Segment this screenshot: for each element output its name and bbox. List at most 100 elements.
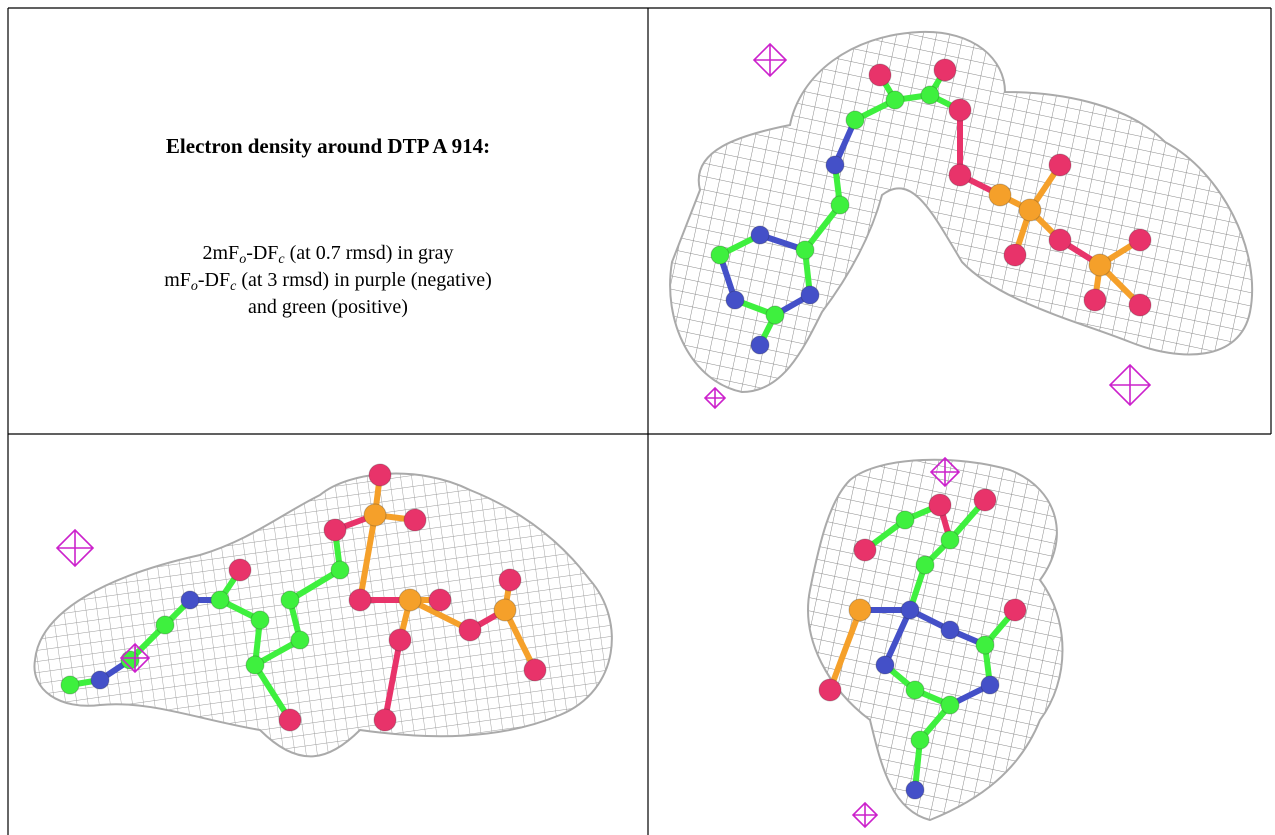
atom: [948, 98, 972, 122]
atom: [845, 110, 865, 130]
atom: [710, 245, 730, 265]
atom: [940, 530, 960, 550]
atom: [1003, 598, 1027, 622]
atom: [915, 555, 935, 575]
subscript: c: [230, 279, 237, 294]
desc-line: 2mFo-DFc (at 0.7 rmsd) in gray: [10, 240, 646, 267]
atom: [948, 163, 972, 187]
atom: [988, 183, 1012, 207]
density-image-bottom-right: [807, 456, 1064, 829]
atom: [885, 90, 905, 110]
atom: [725, 290, 745, 310]
density-image-top: [669, 30, 1254, 410]
atom: [245, 655, 265, 675]
atom: [818, 678, 842, 702]
bond: [382, 637, 403, 723]
atom: [1083, 288, 1107, 312]
text: (at 3 rmsd) in purple (negative): [236, 269, 492, 291]
atom: [155, 615, 175, 635]
atom: [940, 695, 960, 715]
density-image-bottom-left: [33, 463, 613, 758]
text-cell: Electron density around DTP A 914: 2mFo-…: [10, 10, 646, 432]
atom: [1128, 293, 1152, 317]
atom: [750, 335, 770, 355]
atom: [90, 670, 110, 690]
subscript: o: [190, 279, 198, 294]
subscript: o: [239, 252, 247, 267]
atom: [1048, 153, 1072, 177]
difference-density: [752, 42, 788, 78]
atom: [875, 655, 895, 675]
atom: [825, 155, 845, 175]
atom: [323, 518, 347, 542]
difference-density: [703, 386, 727, 410]
atom: [523, 658, 547, 682]
atom: [60, 675, 80, 695]
atom: [180, 590, 200, 610]
text: 2mF: [202, 242, 240, 264]
description: 2mFo-DFc (at 0.7 rmsd) in gray mFo-DFc (…: [10, 240, 646, 321]
atom: [853, 538, 877, 562]
atom: [1003, 243, 1027, 267]
difference-density: [851, 801, 879, 829]
atom: [800, 285, 820, 305]
atom: [830, 195, 850, 215]
atom: [373, 708, 397, 732]
atom: [973, 488, 997, 512]
subscript: c: [278, 252, 285, 267]
atom: [403, 508, 427, 532]
atom: [493, 598, 517, 622]
atom: [428, 588, 452, 612]
atom: [290, 630, 310, 650]
atom: [980, 675, 1000, 695]
difference-density: [119, 642, 151, 674]
text: -DF: [197, 269, 231, 291]
atom: [928, 493, 952, 517]
atom: [895, 510, 915, 530]
bond: [287, 567, 343, 603]
atom: [900, 600, 920, 620]
atom: [278, 708, 302, 732]
difference-density: [1108, 363, 1152, 407]
bond: [407, 597, 473, 633]
atom: [368, 463, 392, 487]
atom: [848, 598, 872, 622]
text: -DF: [246, 242, 279, 264]
atom: [1128, 228, 1152, 252]
title: Electron density around DTP A 914:: [165, 134, 491, 158]
atom: [933, 58, 957, 82]
atom: [1088, 253, 1112, 277]
text: and green (positive): [248, 296, 408, 318]
atom: [1048, 228, 1072, 252]
atom: [228, 558, 252, 582]
desc-line: mFo-DFc (at 3 rmsd) in purple (negative): [10, 267, 646, 294]
atom: [1018, 198, 1042, 222]
atom: [458, 618, 482, 642]
atom: [750, 225, 770, 245]
atom: [920, 85, 940, 105]
table-lines: [7, 7, 1272, 835]
difference-density: [55, 528, 95, 568]
text: mF: [164, 269, 191, 291]
atom: [868, 63, 892, 87]
atom: [348, 588, 372, 612]
atom: [280, 590, 300, 610]
bond: [882, 607, 913, 668]
atom: [363, 503, 387, 527]
bond: [827, 607, 863, 693]
atom: [795, 240, 815, 260]
desc-line: and green (positive): [10, 294, 646, 321]
atom: [498, 568, 522, 592]
atom: [910, 730, 930, 750]
atom: [398, 588, 422, 612]
text: (at 0.7 rmsd) in gray: [284, 242, 454, 264]
atom: [940, 620, 960, 640]
atom: [905, 680, 925, 700]
atom: [388, 628, 412, 652]
bond: [357, 512, 378, 603]
bond: [802, 202, 843, 253]
atom: [330, 560, 350, 580]
difference-density: [929, 456, 961, 488]
